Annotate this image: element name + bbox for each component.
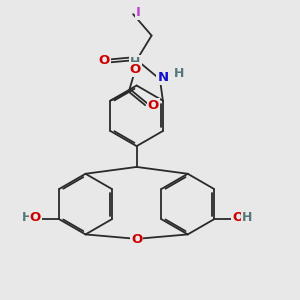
Text: O: O [30,211,41,224]
Text: H: H [22,211,33,224]
Text: O: O [232,211,243,224]
Text: H: H [174,67,184,80]
Text: I: I [136,6,141,19]
Text: H: H [130,56,140,68]
Text: H: H [242,211,252,224]
Text: O: O [131,233,142,246]
Text: O: O [98,54,110,67]
Text: N: N [157,71,168,84]
Text: O: O [130,63,141,76]
Text: O: O [148,99,159,112]
